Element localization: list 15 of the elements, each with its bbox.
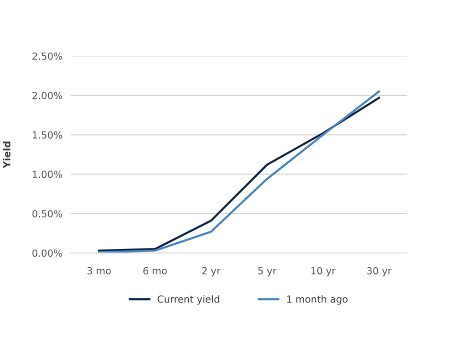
x-tick-label: 30 yr bbox=[367, 267, 392, 276]
y-tick-label: 2.50% bbox=[32, 52, 62, 60]
x-tick-label: 6 mo bbox=[143, 267, 167, 274]
y-tick-label: 1.00% bbox=[32, 170, 62, 178]
legend-label: Current yield bbox=[158, 295, 220, 305]
x-tick-label: 5 yr bbox=[258, 267, 277, 276]
y-tick-label: 2.00% bbox=[32, 92, 62, 100]
x-tick-label: 3 mo bbox=[87, 267, 111, 274]
y-tick-label: 0.00% bbox=[32, 249, 62, 257]
legend-label: 1 month ago bbox=[287, 295, 348, 305]
x-tick-label: 2 yr bbox=[202, 267, 221, 276]
y-axis-title: Yield bbox=[2, 142, 10, 168]
y-tick-label: 1.50% bbox=[32, 131, 62, 139]
y-tick-label: 0.50% bbox=[32, 210, 62, 218]
x-tick-label: 10 yr bbox=[311, 267, 336, 276]
